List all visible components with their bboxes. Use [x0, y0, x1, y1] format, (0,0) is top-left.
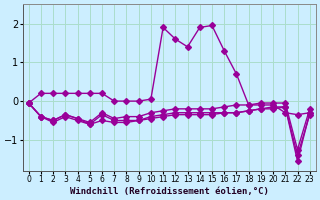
- X-axis label: Windchill (Refroidissement éolien,°C): Windchill (Refroidissement éolien,°C): [70, 187, 269, 196]
